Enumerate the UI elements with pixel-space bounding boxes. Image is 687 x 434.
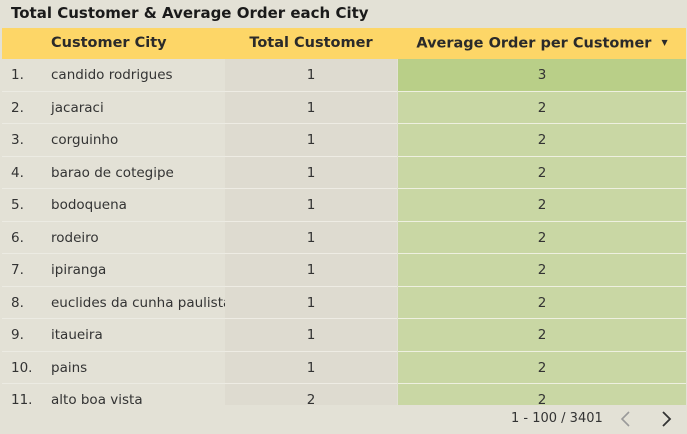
table-row[interactable]: 5. bodoquena 1 2 — [2, 189, 686, 222]
cell-average-order: 2 — [398, 91, 686, 124]
row-number: 5. — [11, 197, 24, 213]
cell-customer-city: itaueira — [51, 327, 103, 343]
row-divider — [2, 383, 225, 384]
row-number: 7. — [11, 262, 24, 278]
table-row[interactable]: 10. pains 1 2 — [2, 351, 686, 384]
cell-customer-city: alto boa vista — [51, 392, 143, 405]
cell-customer-city: pains — [51, 359, 88, 376]
cell-average-order: 2 — [398, 254, 686, 287]
cell-total-customer: 1 — [225, 189, 397, 222]
row-divider — [2, 90, 225, 92]
table-body: 1. candido rodrigues 1 3 2. jacaraci 1 2 3. corgu… — [2, 59, 686, 405]
data-table: Customer City Total Customer Average Ord… — [2, 28, 686, 405]
chevron-left-icon — [620, 411, 630, 427]
cell-total-customer: 1 — [225, 221, 397, 254]
table-row[interactable]: 6. rodeiro 1 2 — [2, 221, 686, 254]
cell-customer-city: ipiranga — [51, 262, 107, 278]
previous-page-button[interactable] — [616, 408, 636, 430]
next-page-button[interactable] — [656, 408, 676, 430]
row-divider — [2, 318, 225, 319]
pagination-range: 1 - 100 / 3401 — [511, 411, 603, 426]
row-divider — [2, 350, 225, 352]
table-row[interactable]: 8. euclides da cunha paulista 1 2 — [2, 286, 686, 319]
row-number: 1. — [11, 67, 24, 83]
table-row[interactable]: 7. ipiranga 1 2 — [2, 254, 686, 287]
row-number: 6. — [11, 229, 24, 246]
table-row[interactable]: 2. jacaraci 1 2 — [2, 91, 686, 124]
cell-total-customer: 1 — [225, 59, 397, 92]
row-number: 9. — [11, 327, 24, 343]
column-header-total-customer[interactable]: Total Customer — [249, 35, 373, 51]
row-number: 10. — [11, 359, 33, 376]
cell-total-customer: 1 — [225, 319, 397, 352]
row-divider — [2, 188, 225, 189]
table-header: Customer City Total Customer Average Ord… — [2, 28, 686, 59]
sort-descending-icon[interactable]: ▼ — [661, 38, 668, 47]
table-footer: 1 - 100 / 3401 — [0, 405, 687, 430]
table-row[interactable]: 9. itaueira 1 2 — [2, 319, 686, 352]
cell-customer-city: jacaraci — [51, 99, 104, 116]
cell-customer-city: rodeiro — [51, 229, 99, 246]
cell-total-customer: 1 — [225, 286, 397, 319]
table-row[interactable]: 4. barao de cotegipe 1 2 — [2, 156, 686, 189]
cell-average-order: 2 — [398, 319, 686, 352]
table-row[interactable]: 3. corguinho 1 2 — [2, 124, 686, 157]
row-divider — [2, 123, 225, 124]
cell-customer-city: euclides da cunha paulista — [51, 294, 232, 311]
row-divider — [2, 155, 225, 157]
row-number: 3. — [11, 132, 24, 148]
cell-customer-city: corguinho — [51, 132, 119, 148]
column-header-average-order-label: Average Order per Customer — [416, 35, 652, 52]
table-title: Total Customer & Average Order each City — [11, 4, 369, 22]
chevron-right-icon — [662, 411, 672, 427]
table-row[interactable]: 11. alto boa vista 2 2 — [2, 384, 686, 405]
row-number: 11. — [11, 392, 33, 405]
cell-total-customer: 1 — [225, 91, 397, 124]
cell-average-order: 2 — [398, 384, 686, 405]
row-number: 4. — [11, 164, 24, 181]
row-divider — [2, 220, 225, 222]
row-number: 8. — [11, 294, 24, 311]
cell-average-order: 2 — [398, 124, 686, 157]
column-header-city[interactable]: Customer City — [51, 35, 167, 51]
cell-customer-city: barao de cotegipe — [51, 164, 174, 181]
cell-average-order: 2 — [398, 351, 686, 384]
cell-average-order: 2 — [398, 286, 686, 319]
cell-average-order: 3 — [398, 59, 686, 92]
cell-total-customer: 1 — [225, 124, 397, 157]
row-divider — [2, 253, 225, 254]
cell-customer-city: candido rodrigues — [51, 67, 173, 83]
cell-average-order: 2 — [398, 189, 686, 222]
row-number: 2. — [11, 99, 24, 116]
table-row[interactable]: 1. candido rodrigues 1 3 — [2, 59, 686, 92]
column-header-average-order[interactable]: Average Order per Customer ▼ — [398, 28, 686, 59]
cell-total-customer: 1 — [225, 254, 397, 287]
cell-total-customer: 1 — [225, 156, 397, 189]
row-divider — [2, 285, 225, 287]
cell-total-customer: 1 — [225, 351, 397, 384]
cell-average-order: 2 — [398, 156, 686, 189]
cell-average-order: 2 — [398, 221, 686, 254]
cell-customer-city: bodoquena — [51, 197, 127, 213]
cell-total-customer: 2 — [225, 384, 397, 405]
